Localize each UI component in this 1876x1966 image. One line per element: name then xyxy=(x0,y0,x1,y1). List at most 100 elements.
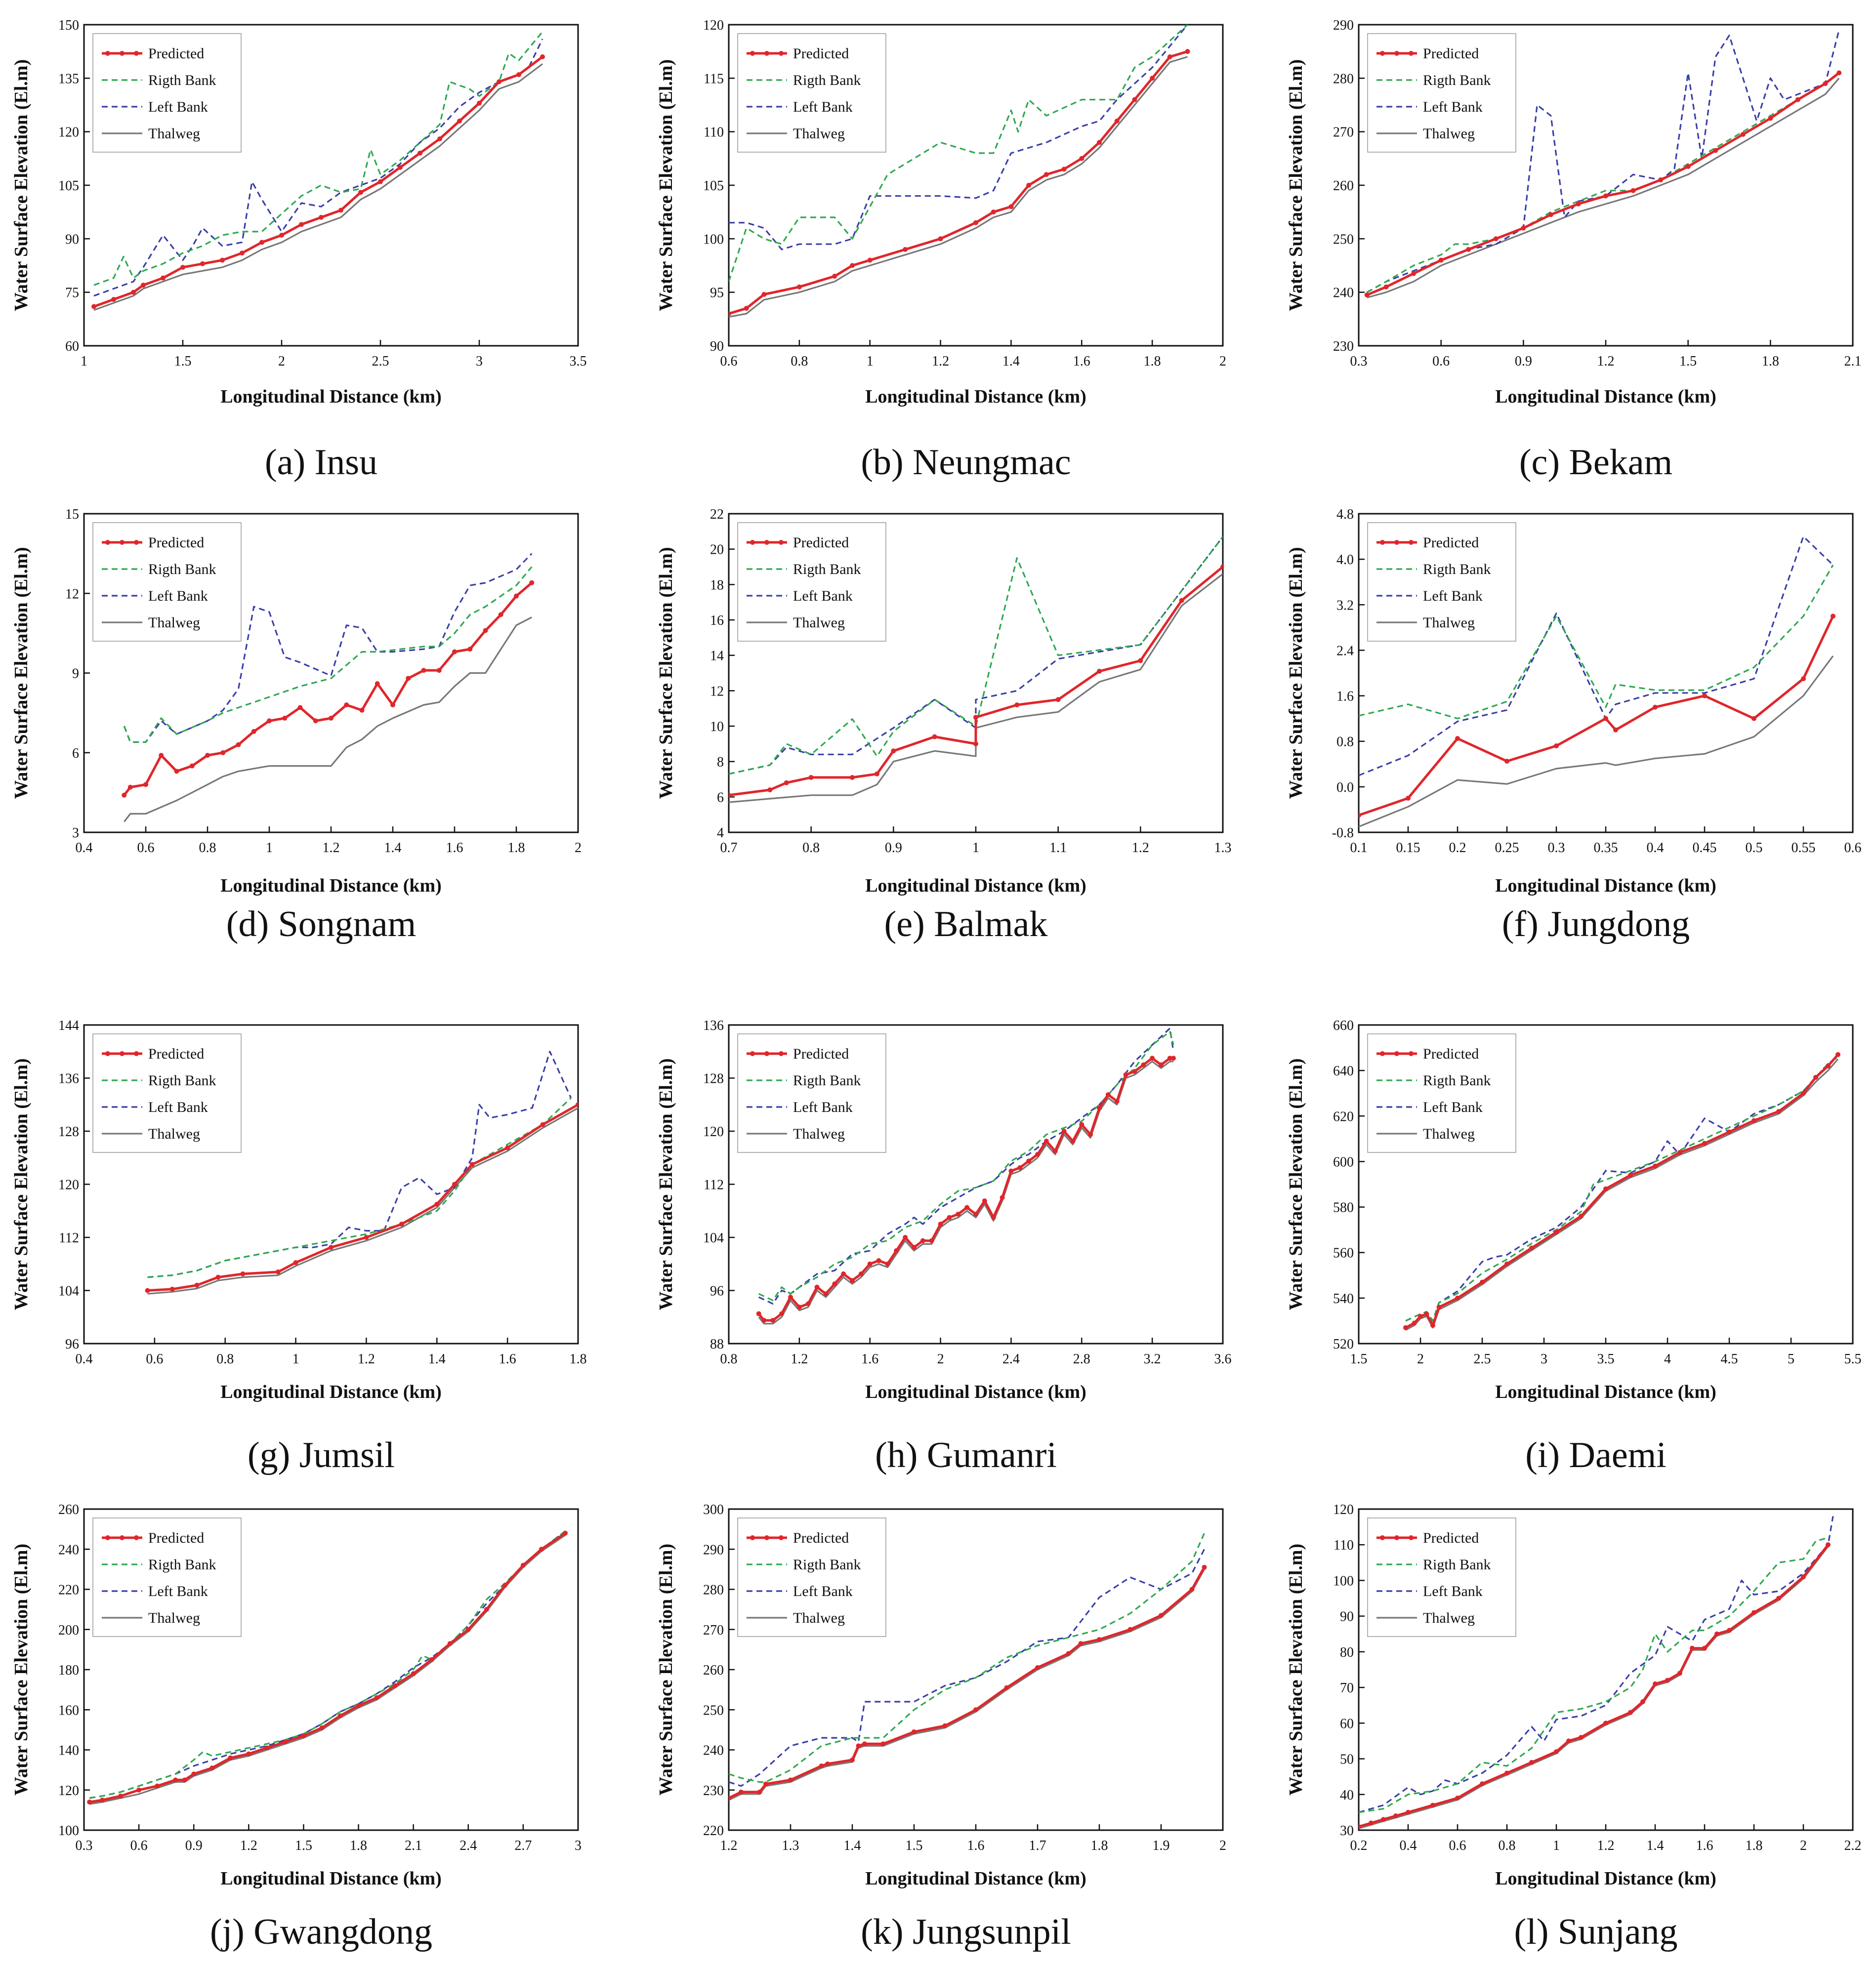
series-group xyxy=(1403,1052,1840,1331)
predicted-point xyxy=(215,1274,221,1280)
predicted-point xyxy=(1835,1052,1840,1057)
x-tick-label: 1.5 xyxy=(174,354,192,369)
legend-label: Predicted xyxy=(793,534,849,551)
predicted-point xyxy=(1727,1628,1732,1633)
legend-marker xyxy=(105,1051,110,1056)
legend-label: Predicted xyxy=(148,534,204,551)
y-axis-title: Water Surface Elevation (El.m) xyxy=(656,59,676,311)
predicted-point xyxy=(1628,1710,1633,1715)
predicted-point xyxy=(770,1317,776,1323)
legend-marker xyxy=(779,1535,784,1540)
x-tick-label: 1.2 xyxy=(358,1352,375,1367)
x-tick-label: 1.6 xyxy=(1696,1838,1713,1853)
x-tick-label: 0.6 xyxy=(137,840,155,856)
legend-marker xyxy=(120,1535,125,1540)
predicted-point xyxy=(390,702,395,707)
x-tick-label: 2.4 xyxy=(459,1838,477,1853)
legend: Predicted Rigth Bank Left Bank Thalweg xyxy=(92,1517,242,1637)
y-tick-label: 120 xyxy=(58,125,79,140)
x-axis-title: Longitudinal Distance (km) xyxy=(1495,875,1716,896)
predicted-point xyxy=(540,1122,545,1127)
series-line-rigth-bank xyxy=(89,1530,566,1799)
legend: Predicted Rigth Bank Left Bank Thalweg xyxy=(737,522,886,642)
predicted-point xyxy=(876,1258,881,1264)
x-tick-label: 1 xyxy=(1553,1838,1560,1853)
series-line-predicted xyxy=(123,581,533,796)
y-tick-label: 260 xyxy=(58,1502,79,1517)
legend-label: Thalweg xyxy=(148,614,200,631)
y-tick-label: 6 xyxy=(717,790,724,805)
x-tick-label: 1.8 xyxy=(1091,1838,1108,1853)
predicted-point xyxy=(973,1211,978,1217)
predicted-point xyxy=(1138,658,1143,663)
predicted-point xyxy=(313,718,318,724)
series-line-rigth-bank xyxy=(758,1030,1174,1302)
predicted-point xyxy=(279,233,284,238)
chart-panel-3: 0.3 0.6 0.9 1.2 1.5 1.8 2.1 230 240 250 260 270 280 2… xyxy=(1286,18,1862,483)
legend: Predicted Rigth Bank Left Bank Thalweg xyxy=(1367,1033,1516,1153)
x-tick-label: 0.9 xyxy=(1515,354,1532,369)
x-tick-label: 1.5 xyxy=(1679,354,1697,369)
y-tick-label: 8 xyxy=(717,755,724,770)
predicted-point xyxy=(938,1222,943,1227)
series-group xyxy=(91,31,545,311)
predicted-point xyxy=(399,1222,404,1227)
y-tick-label: 580 xyxy=(1333,1200,1354,1216)
predicted-point xyxy=(1097,668,1102,674)
chart-panel-6: 0.1 0.15 0.2 0.25 0.3 0.35 0.4 0.45 0.5 0.55 0.6 -0… xyxy=(1286,507,1862,944)
predicted-point xyxy=(1008,1168,1014,1174)
predicted-point xyxy=(1406,1809,1411,1815)
x-tick-label: 0.5 xyxy=(1746,840,1763,856)
predicted-point xyxy=(850,263,855,268)
y-tick-label: 104 xyxy=(703,1230,724,1246)
x-tick-label: 0.8 xyxy=(802,840,820,856)
legend-marker xyxy=(764,51,769,56)
x-tick-label: 0.2 xyxy=(1449,840,1466,856)
predicted-point xyxy=(1097,140,1102,145)
y-tick-label: 60 xyxy=(1340,1716,1354,1731)
legend-marker xyxy=(1394,540,1399,545)
y-tick-label: 95 xyxy=(710,286,724,301)
predicted-point xyxy=(436,668,442,673)
predicted-point xyxy=(344,702,349,707)
predicted-point xyxy=(841,1271,846,1276)
x-tick-label: 1.3 xyxy=(1214,840,1232,856)
predicted-point xyxy=(173,1777,178,1783)
predicted-point xyxy=(891,748,896,754)
predicted-point xyxy=(1603,193,1608,199)
predicted-point xyxy=(1702,1645,1707,1651)
legend-marker xyxy=(105,51,110,56)
chart-panel-5: 0.7 0.8 0.9 1 1.1 1.2 1.3 4 6 8 10 12 14 16 18 20 22 Long… xyxy=(656,507,1232,944)
chart-panel-7: 0.4 0.6 0.8 1 1.2 1.4 1.6 1.8 96 104 112 120 128 136 1… xyxy=(11,1018,587,1475)
predicted-point xyxy=(1653,1681,1658,1686)
predicted-point xyxy=(1768,116,1773,121)
y-tick-label: 120 xyxy=(58,1783,79,1799)
predicted-point xyxy=(1776,1109,1781,1114)
y-tick-label: 104 xyxy=(58,1284,79,1299)
y-tick-label: 230 xyxy=(1333,339,1354,354)
legend-label: Left Bank xyxy=(793,1583,853,1599)
y-tick-label: 3.2 xyxy=(1336,598,1354,613)
x-tick-label: 1.6 xyxy=(446,840,463,856)
predicted-point xyxy=(421,668,426,673)
predicted-point xyxy=(1078,1641,1084,1646)
predicted-point xyxy=(1677,1150,1682,1155)
x-tick-label: 1 xyxy=(867,354,874,369)
y-tick-label: 120 xyxy=(1333,1502,1354,1517)
predicted-point xyxy=(497,79,501,84)
legend: Predicted Rigth Bank Left Bank Thalweg xyxy=(92,522,242,642)
legend-label: Thalweg xyxy=(793,125,845,142)
predicted-point xyxy=(1132,1069,1137,1074)
predicted-point xyxy=(1603,1186,1608,1191)
legend-marker xyxy=(779,540,784,545)
predicted-point xyxy=(1713,148,1718,153)
y-tick-label: 105 xyxy=(703,178,724,194)
y-tick-label: 150 xyxy=(58,18,79,33)
x-tick-label: 1.2 xyxy=(240,1838,257,1853)
predicted-point xyxy=(540,54,545,59)
predicted-point xyxy=(143,782,148,787)
predicted-point xyxy=(378,179,383,184)
x-tick-label: 1.8 xyxy=(508,840,525,856)
predicted-point xyxy=(1026,1158,1032,1164)
predicted-point xyxy=(447,1641,453,1646)
